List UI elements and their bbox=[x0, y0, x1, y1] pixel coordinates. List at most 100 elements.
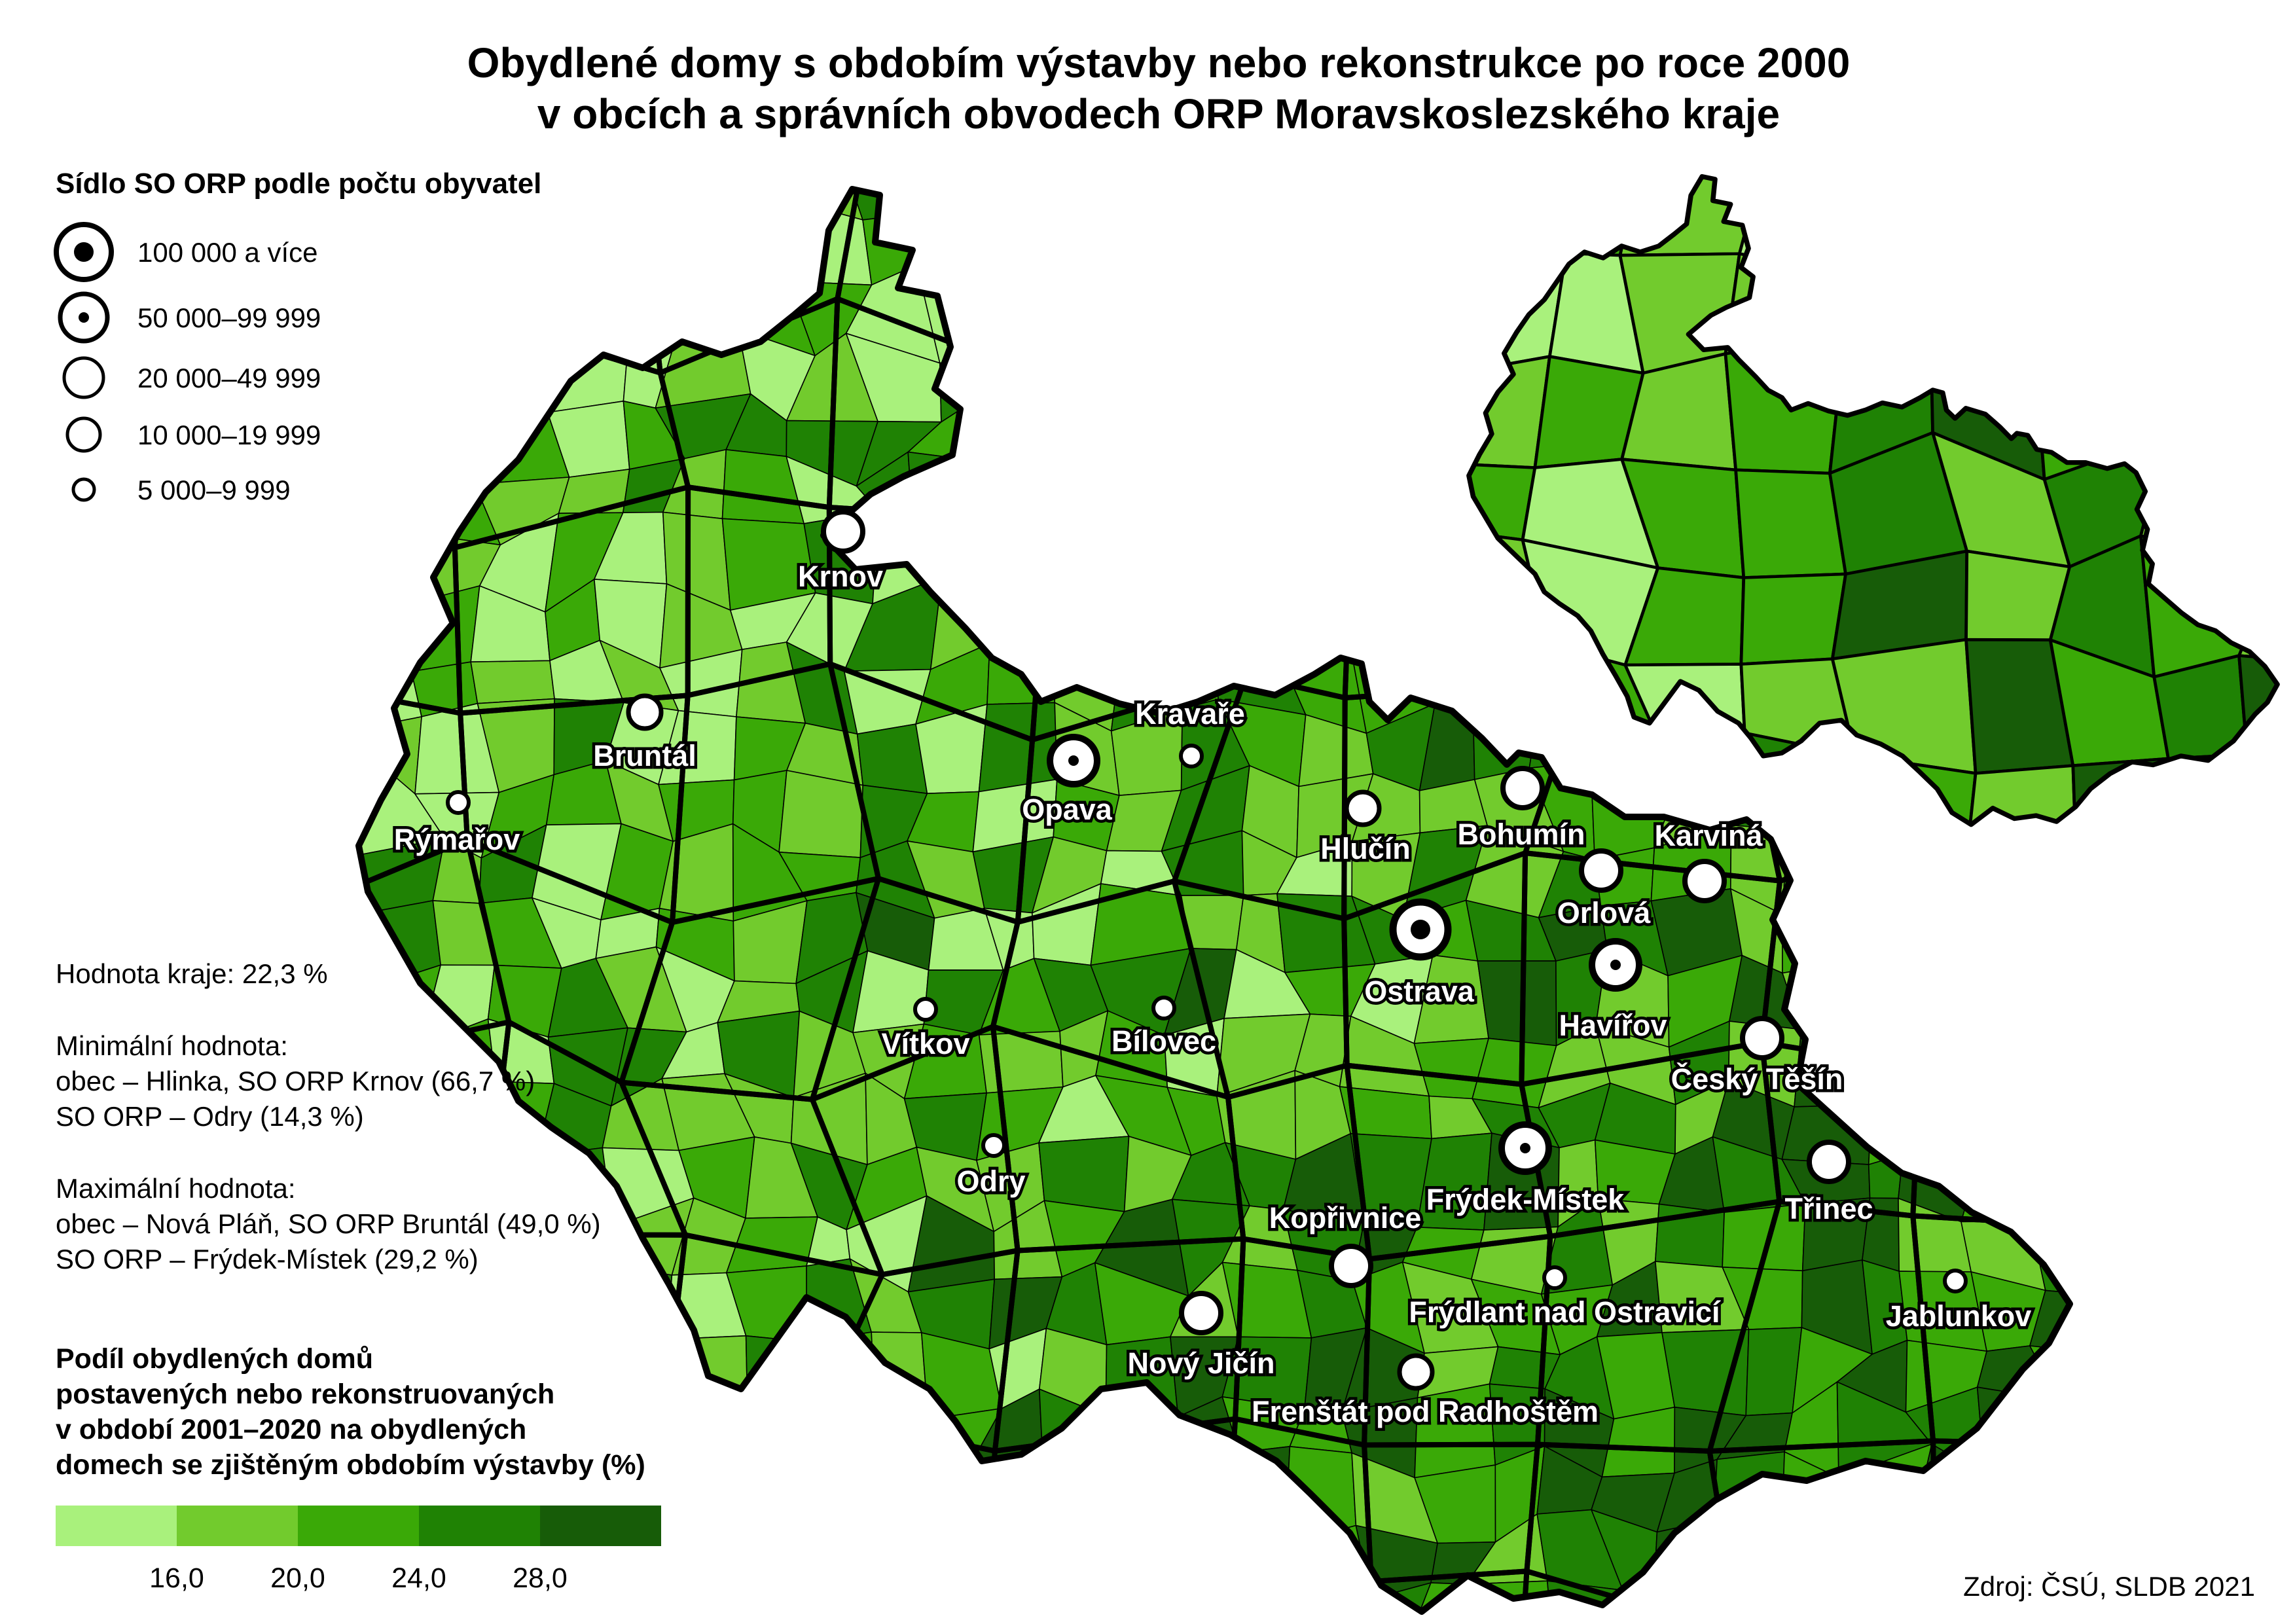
municipality-cell bbox=[472, 1259, 554, 1352]
orp-cell bbox=[2139, 252, 2277, 361]
orp-cell bbox=[2151, 176, 2270, 287]
orp-cell bbox=[1737, 176, 1842, 272]
municipality-cell bbox=[1976, 1076, 2057, 1146]
color-swatches bbox=[56, 1506, 661, 1546]
orp-border bbox=[1195, 1576, 1390, 1612]
legend-item-label: 5 000–9 999 bbox=[137, 475, 291, 505]
municipality-cell bbox=[1652, 1519, 1716, 1608]
municipality-cell bbox=[717, 1570, 789, 1612]
municipality-cell bbox=[1170, 267, 1245, 356]
city-label: Kopřivnice bbox=[1269, 1201, 1422, 1235]
municipality-cell bbox=[2112, 206, 2153, 287]
municipality-cell bbox=[924, 1523, 998, 1607]
municipality-cell bbox=[1214, 590, 1298, 662]
municipality-cell bbox=[1713, 1451, 1785, 1530]
city-marker: Český Těšín bbox=[1668, 1016, 1846, 1099]
municipality-cell bbox=[475, 1155, 552, 1205]
municipality-cell bbox=[488, 328, 557, 424]
color-tick-label: 16,0 bbox=[149, 1562, 204, 1594]
municipality-cell bbox=[1590, 705, 1674, 797]
orp-cell bbox=[1822, 176, 1959, 272]
municipality-cell bbox=[664, 1403, 748, 1474]
municipality-cell bbox=[983, 207, 1057, 298]
municipality-cell bbox=[784, 1570, 871, 1612]
municipality-cell bbox=[1923, 908, 1988, 979]
municipality-cell bbox=[1468, 580, 1558, 673]
municipality-cell bbox=[979, 189, 1059, 209]
municipality-cell bbox=[2046, 333, 2070, 415]
municipality-cell bbox=[1040, 323, 1117, 419]
color-swatch-4 bbox=[540, 1506, 661, 1546]
municipality-cell bbox=[359, 1134, 380, 1218]
municipality-cell bbox=[538, 1259, 629, 1352]
municipality-cell bbox=[1219, 1583, 1316, 1612]
orp-cell bbox=[1547, 176, 1639, 257]
municipality-cell bbox=[1788, 212, 1854, 299]
municipality-cell bbox=[1918, 1034, 1977, 1109]
municipality-cell bbox=[2104, 767, 2166, 857]
municipality-cell bbox=[2104, 1451, 2173, 1540]
orp-border bbox=[2101, 150, 2295, 355]
municipality-cell bbox=[840, 1523, 936, 1607]
city-circle bbox=[1943, 1269, 1968, 1293]
municipality-cell bbox=[2045, 265, 2070, 360]
municipality-cell bbox=[916, 207, 989, 298]
municipality-cell bbox=[1786, 1588, 1841, 1612]
municipality-cell bbox=[1961, 853, 2044, 910]
city-marker: Frýdlant nad Ostravicí bbox=[1406, 1265, 1724, 1332]
municipality-cell bbox=[1969, 352, 2063, 415]
city-circle bbox=[981, 1133, 1006, 1158]
municipality-cell bbox=[1421, 189, 1497, 224]
municipality-cell bbox=[1797, 189, 1852, 223]
orp-border bbox=[1735, 1610, 1960, 1612]
city-label: Frenštát pod Radhoštěm bbox=[1252, 1395, 1599, 1428]
municipality-cell bbox=[1123, 452, 1169, 548]
legend-circle-s5 bbox=[71, 477, 96, 502]
color-legend-title-1: Podíl obydlených domů bbox=[56, 1343, 373, 1375]
municipality-cell bbox=[971, 1454, 1043, 1536]
municipality-cell bbox=[1116, 1577, 1181, 1612]
municipality-cell bbox=[359, 964, 442, 1045]
municipality-cell bbox=[1032, 522, 1125, 592]
city-circle bbox=[1329, 1244, 1373, 1288]
municipality-cell bbox=[1409, 215, 1500, 292]
legend-circle-m bbox=[62, 356, 105, 399]
min-line-obec: obec – Hlinka, SO ORP Krnov (66,7 %) bbox=[56, 1066, 535, 1096]
municipality-cell bbox=[1098, 232, 1189, 281]
municipality-cell bbox=[362, 1134, 444, 1200]
city-marker: Jablunkov bbox=[1883, 1269, 2034, 1336]
municipality-cell bbox=[1115, 1470, 1189, 1526]
municipality-cell bbox=[967, 513, 1044, 592]
municipality-cell bbox=[2086, 333, 2178, 418]
municipality-cell bbox=[1851, 212, 1910, 298]
municipality-cell bbox=[1969, 265, 2047, 360]
municipality-cell bbox=[1965, 954, 2038, 1047]
municipality-cell bbox=[978, 702, 1058, 793]
city-circle bbox=[1682, 859, 1727, 903]
municipality-cell bbox=[1587, 189, 1686, 228]
municipality-cell bbox=[1282, 287, 1368, 355]
municipality-cell bbox=[2090, 948, 2184, 1030]
orp-border bbox=[359, 189, 473, 319]
municipality-cell bbox=[967, 463, 1044, 524]
municipality-cell bbox=[407, 1592, 501, 1612]
orp-cell bbox=[1468, 176, 1568, 263]
city-label: Kravaře bbox=[1135, 697, 1245, 731]
municipality-cell bbox=[778, 770, 863, 858]
city-label: Krnov bbox=[798, 560, 883, 593]
color-swatch-1 bbox=[177, 1506, 298, 1546]
orp-border bbox=[630, 1562, 840, 1612]
municipality-cell bbox=[992, 388, 1041, 477]
municipality-cell bbox=[784, 1525, 854, 1579]
orp-border bbox=[1029, 356, 1246, 524]
city-marker: Kravaře bbox=[1132, 695, 1248, 768]
orp-cell bbox=[1830, 638, 1978, 775]
city-marker: Frenštát pod Radhoštěm bbox=[1248, 1353, 1602, 1432]
municipality-cell bbox=[1106, 267, 1186, 356]
city-circle bbox=[626, 693, 664, 731]
legend-circle-s10 bbox=[65, 416, 102, 453]
min-line-orp: SO ORP – Odry (14,3 %) bbox=[56, 1101, 364, 1132]
orp-cell bbox=[2252, 264, 2278, 384]
municipality-cell bbox=[2086, 272, 2153, 334]
city-label: Havířov bbox=[1559, 1009, 1667, 1042]
